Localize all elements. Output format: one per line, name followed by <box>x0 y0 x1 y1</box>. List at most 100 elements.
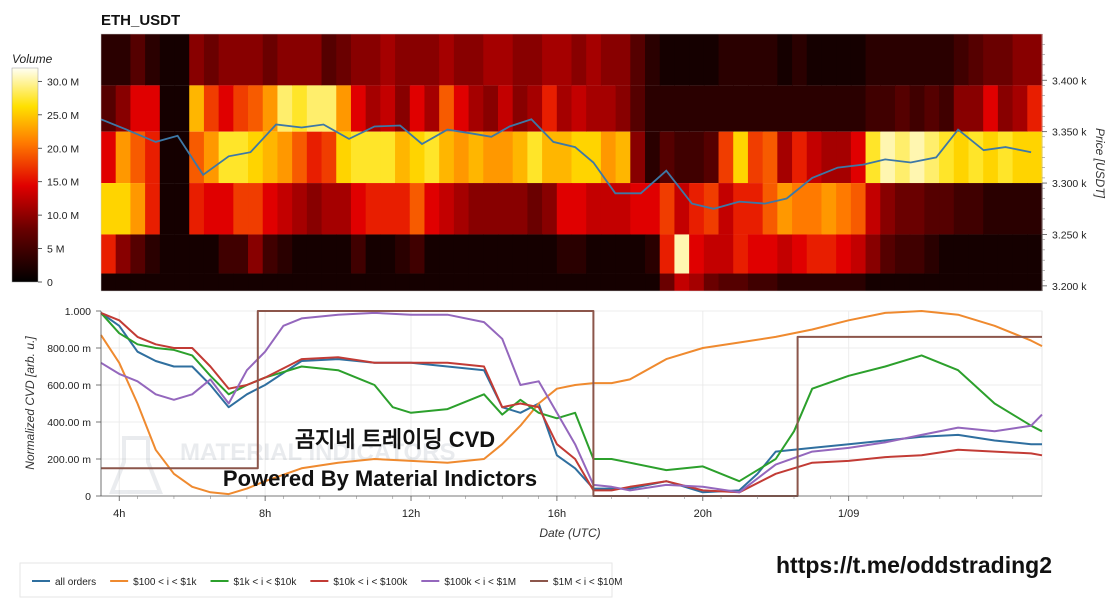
heatmap-cell <box>497 85 514 132</box>
heatmap-cell <box>101 183 117 235</box>
heatmap-cell <box>865 183 881 235</box>
price-tick-label: 3.250 k <box>1052 229 1087 241</box>
heatmap-cell <box>365 234 381 274</box>
watermark-subtitle: Powered By Material Indictors <box>223 466 537 491</box>
heatmap-cell <box>762 85 778 132</box>
heatmap-cell <box>306 34 323 86</box>
heatmap-cell <box>145 85 161 132</box>
heatmap-cell <box>512 273 528 291</box>
heatmap-cell <box>689 234 705 274</box>
heatmap-cell <box>556 234 573 274</box>
heatmap-cell <box>983 273 999 291</box>
telegram-link[interactable]: https://t.me/oddstrading2 <box>776 552 1052 578</box>
heatmap-cell <box>836 234 852 274</box>
heatmap-cell <box>968 34 984 86</box>
heatmap-cell <box>997 183 1014 235</box>
heatmap-cell <box>792 131 808 184</box>
heatmap-cell <box>1027 34 1043 86</box>
price-tick-label: 3.350 k <box>1052 127 1087 139</box>
heatmap-cell <box>174 34 190 86</box>
heatmap-cell <box>733 273 749 291</box>
colorbar-tick-label: 10.0 M <box>47 210 79 222</box>
heatmap-cell <box>865 131 881 184</box>
heatmap-cell <box>174 273 190 291</box>
heatmap-cell <box>600 85 617 132</box>
heatmap-cell <box>600 34 617 86</box>
heatmap-cell <box>130 273 146 291</box>
heatmap-cell <box>865 273 881 291</box>
heatmap-cell <box>924 234 940 274</box>
heatmap-cell <box>439 34 455 86</box>
heatmap-cell <box>380 273 396 291</box>
heatmap-cell <box>997 34 1014 86</box>
heatmap-cell <box>424 183 440 235</box>
heatmap-cell <box>645 273 661 291</box>
heatmap-cell <box>556 183 573 235</box>
legend-item[interactable]: $1k < i < $10k <box>210 577 298 588</box>
colorbar-tick-label: 25.0 M <box>47 110 79 122</box>
heatmap-cell <box>277 183 293 235</box>
heatmap-cell <box>262 273 279 291</box>
heatmap-cell <box>262 85 279 132</box>
heatmap-cell <box>659 183 676 235</box>
heatmap-cell <box>968 85 984 132</box>
heatmap-cell <box>336 234 352 274</box>
heatmap-cell <box>718 131 734 184</box>
heatmap-cell <box>395 34 411 86</box>
heatmap-cell <box>953 273 970 291</box>
heatmap-cell <box>674 273 690 291</box>
legend-item[interactable]: all orders <box>32 577 96 588</box>
heatmap-cell <box>395 85 411 132</box>
heatmap-cell <box>174 234 190 274</box>
heatmap-cell <box>733 183 749 235</box>
colorbar-tick-label: 0 <box>47 277 53 289</box>
heatmap-cell <box>380 234 396 274</box>
heatmap-cell <box>894 273 911 291</box>
legend-item[interactable]: $100 < i < $1k <box>110 577 198 588</box>
heatmap-cell <box>630 131 646 184</box>
heatmap-cell <box>380 85 396 132</box>
cvd-axis-label: Normalized CVD [arb. u.] <box>23 336 37 470</box>
price-tick-label: 3.200 k <box>1052 281 1087 293</box>
heatmap-cell <box>365 273 381 291</box>
colorbar-gradient <box>11 67 39 283</box>
heatmap-cell <box>115 183 131 235</box>
heatmap-cell <box>836 131 852 184</box>
heatmap-cell <box>350 85 367 132</box>
heatmap-cell <box>850 85 867 132</box>
heatmap-cell <box>395 183 411 235</box>
heatmap-cell <box>203 34 220 86</box>
legend-item[interactable]: $10k < i < $100k <box>310 577 408 588</box>
legend-item[interactable]: $1M < i < $10M <box>530 577 623 588</box>
heatmap-cell <box>306 234 323 274</box>
heatmap-cell <box>762 34 778 86</box>
heatmap-cell <box>292 131 308 184</box>
heatmap-cell <box>747 131 764 184</box>
heatmap-cell <box>1012 34 1028 86</box>
heatmap-cell <box>747 34 764 86</box>
heatmap-cell <box>468 131 484 184</box>
heatmap-cell <box>145 34 161 86</box>
legend-label: $1M < i < $10M <box>553 577 622 588</box>
heatmap-cell <box>968 183 984 235</box>
heatmap-cell <box>821 85 837 132</box>
cvd-line-plot: MATERIAL INDICATORS <box>100 310 1043 497</box>
heatmap-cell <box>939 234 955 274</box>
heatmap-cell <box>792 183 808 235</box>
heatmap-cell <box>850 131 867 184</box>
heatmap-cell <box>733 131 749 184</box>
heatmap-cell <box>586 34 602 86</box>
heatmap-cell <box>527 85 543 132</box>
heatmap-cell <box>894 85 911 132</box>
heatmap-cell <box>424 131 440 184</box>
heatmap-cell <box>203 131 220 184</box>
heatmap-cell <box>497 34 514 86</box>
heatmap-cell <box>556 273 573 291</box>
heatmap-cell <box>512 234 528 274</box>
heatmap-cell <box>630 34 646 86</box>
heatmap-cell <box>497 273 514 291</box>
heatmap-cell <box>894 183 911 235</box>
heatmap-cell <box>703 131 720 184</box>
heatmap-cell <box>880 273 896 291</box>
legend-item[interactable]: $100k < i < $1M <box>421 577 516 588</box>
